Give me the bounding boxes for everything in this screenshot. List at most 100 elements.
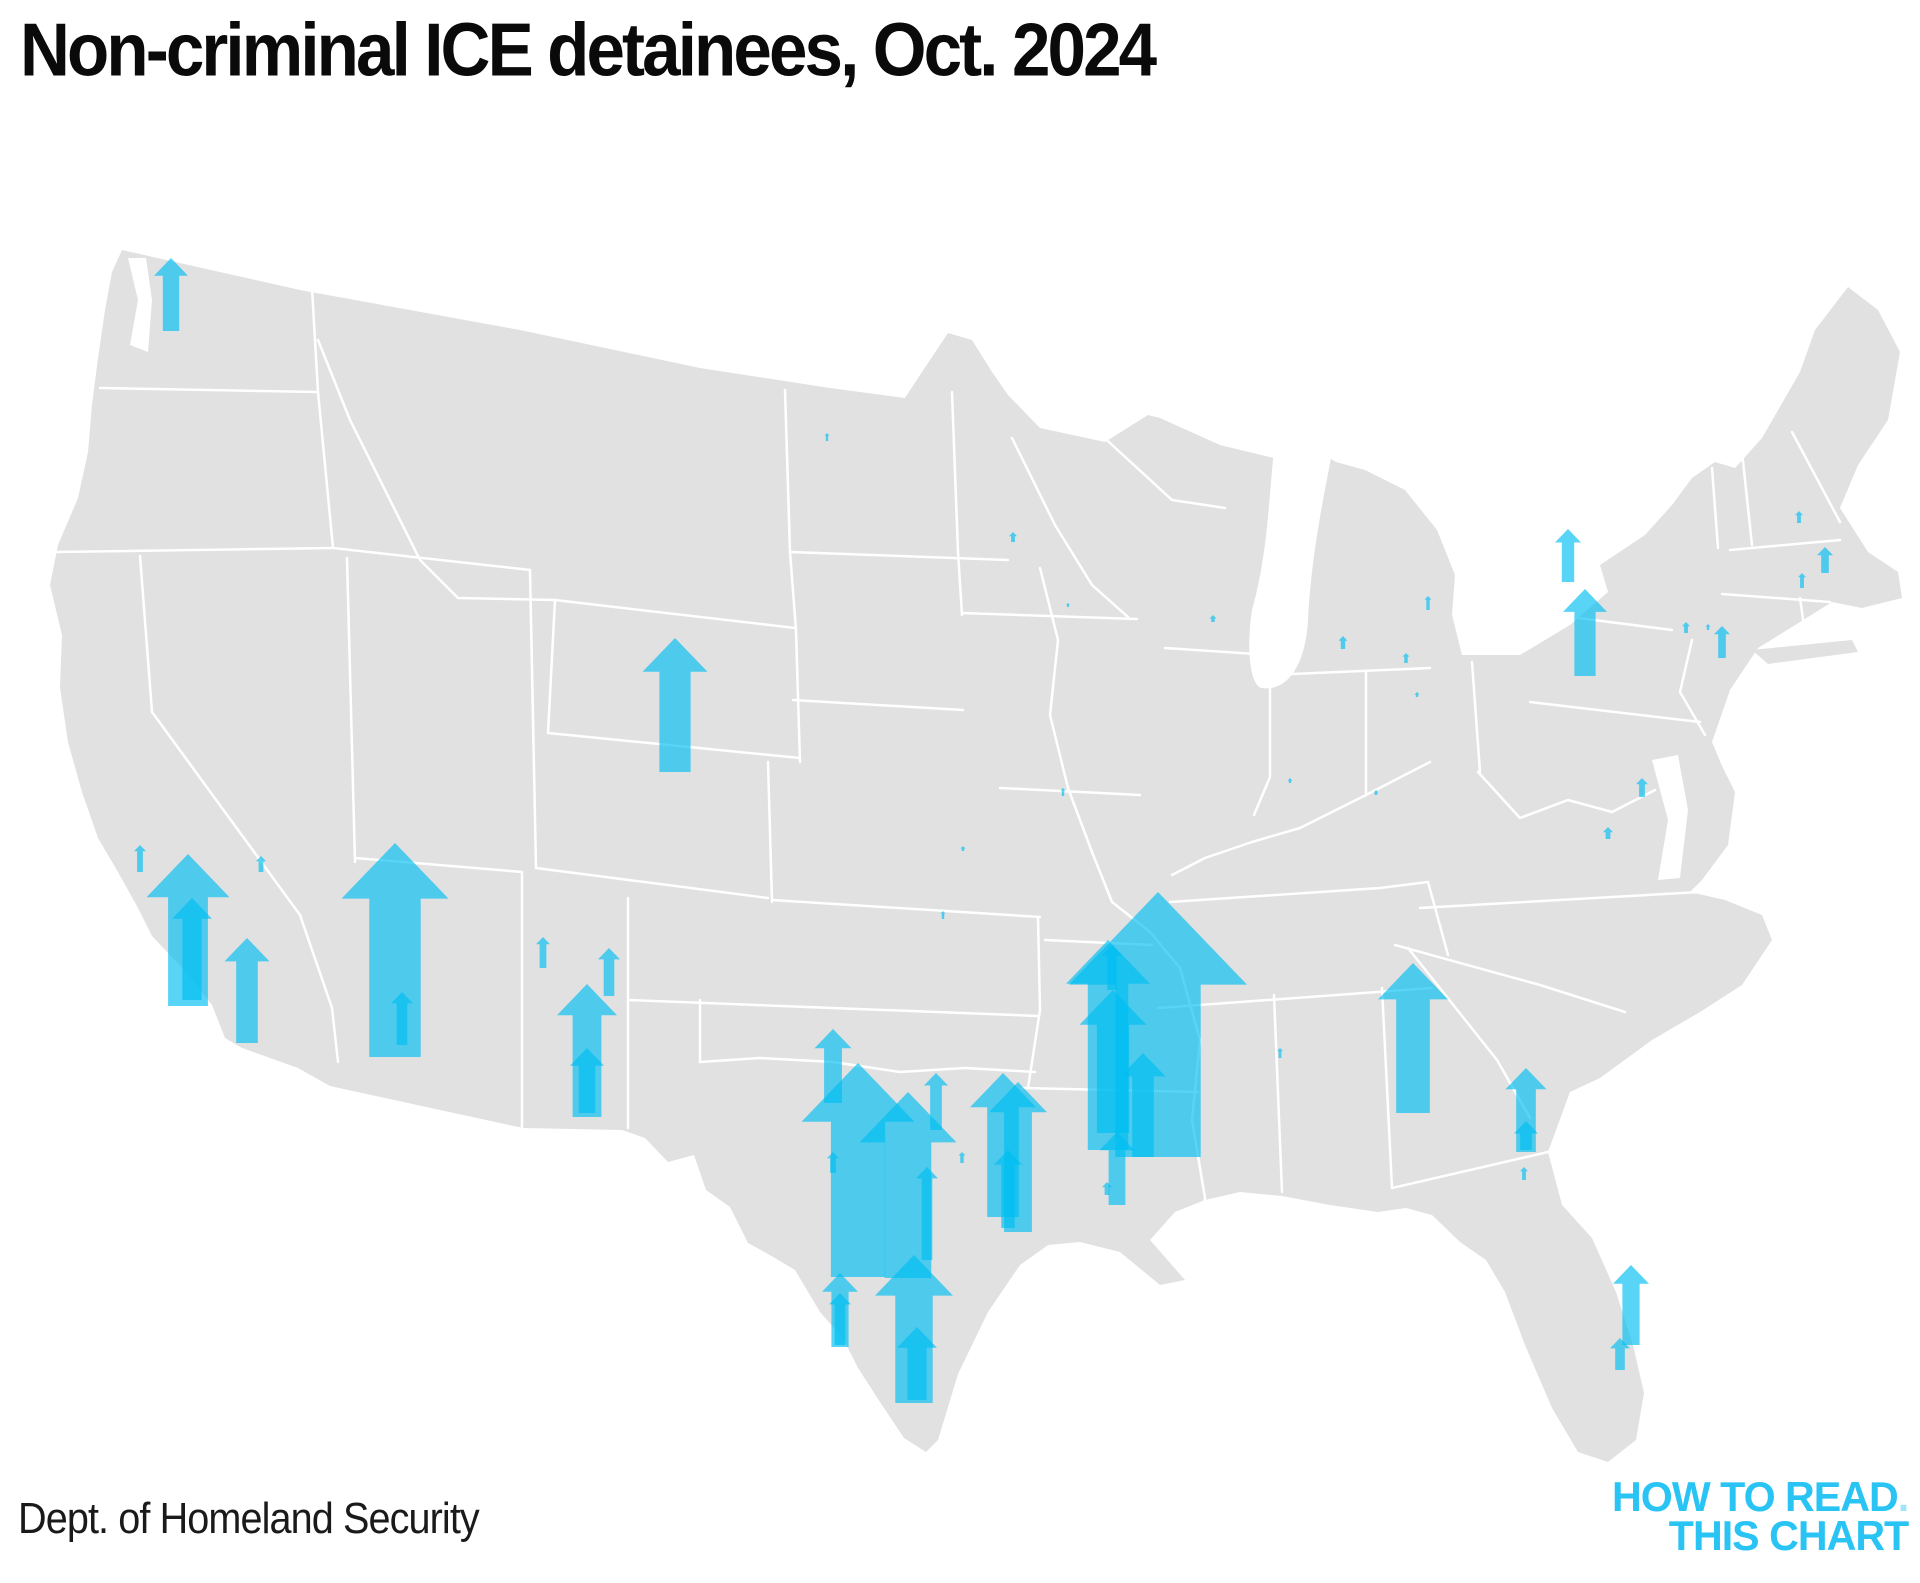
detainee-arrows-layer (134, 258, 1833, 1403)
state-border-line (1272, 993, 1284, 1194)
detainee-arrow (224, 938, 270, 1043)
state-border-line (1096, 430, 1227, 510)
detainee-arrow (1563, 589, 1607, 676)
detainee-arrow (1705, 624, 1711, 630)
detainee-arrow (1079, 990, 1147, 1133)
detainee-arrow (570, 1048, 604, 1113)
state-border-line (1426, 880, 1450, 957)
state-border-line (1380, 986, 1394, 1190)
state-border-line (950, 390, 964, 617)
state-border-line (1728, 538, 1842, 552)
detainee-arrow (970, 1073, 1036, 1217)
detainee-arrow (1636, 778, 1648, 797)
detainee-arrow (1424, 596, 1432, 610)
detainee-arrow (1817, 547, 1833, 573)
detainee-arrow (814, 1029, 852, 1103)
detainee-arrow (1505, 1068, 1547, 1152)
detainee-arrow (989, 1082, 1047, 1232)
detainee-arrow (940, 911, 946, 919)
chesapeake-bay (1652, 755, 1688, 880)
state-border-line (766, 760, 774, 904)
detainee-arrow (1514, 1121, 1538, 1150)
long-island-shape (1752, 640, 1858, 664)
state-border-line (1470, 660, 1482, 774)
state-border-line (1252, 673, 1272, 817)
state-border-line (770, 898, 1042, 919)
detainee-arrow (994, 1150, 1022, 1228)
state-border-line (1528, 700, 1702, 724)
state-border-line (960, 611, 1139, 621)
detainee-arrow (875, 1255, 953, 1403)
lake-michigan (1249, 402, 1337, 689)
logo-line-2: THIS CHART (1668, 1511, 1909, 1559)
state-border-line (310, 286, 320, 394)
detainee-arrow (172, 898, 212, 1000)
us-land-shape (50, 250, 1902, 1462)
state-border-line (626, 998, 1040, 1018)
detainee-arrow (536, 937, 550, 968)
detainee-arrow (958, 1152, 966, 1163)
logo-period: . (1897, 1473, 1909, 1520)
detainee-arrow (598, 948, 620, 996)
detainee-arrow (1277, 1048, 1283, 1058)
state-border-line (534, 866, 770, 900)
detainee-arrow (897, 1327, 937, 1400)
state-border-line (1476, 770, 1657, 820)
state-border-line (1798, 596, 1808, 642)
detainee-arrow (827, 1152, 839, 1173)
state-border-line (138, 554, 340, 1064)
state-border-line (998, 786, 1142, 797)
detainee-arrow (859, 1092, 957, 1278)
detainee-arrow (1613, 1265, 1649, 1345)
source-attribution: Dept. of Homeland Security (18, 1494, 480, 1543)
detainee-arrow (1338, 636, 1348, 649)
detainee-arrow (1209, 615, 1217, 622)
state-border-line (546, 598, 557, 735)
detainee-arrow (1610, 1338, 1630, 1370)
state-border-line (53, 546, 335, 554)
state-border-line (1163, 646, 1258, 656)
state-border-line (1268, 666, 1432, 677)
detainee-arrow (1066, 603, 1070, 607)
detainee-arrow (1520, 1167, 1528, 1180)
state-border-line (331, 546, 532, 572)
detainee-arrow (1102, 945, 1122, 990)
detainee-arrow (1102, 1182, 1112, 1195)
page-title: Non-criminal ICE detainees, Oct. 2024 (20, 9, 1157, 93)
puget-sound (128, 258, 152, 352)
state-border-line (553, 598, 797, 630)
detainee-arrow (1682, 622, 1690, 633)
detainee-arrow (916, 1167, 938, 1260)
state-border-line (788, 550, 1010, 562)
detainee-arrow (391, 992, 413, 1045)
state-border-line (1710, 466, 1720, 550)
detainee-arrow (341, 843, 449, 1057)
state-border-line (528, 568, 538, 870)
detainee-arrow (1414, 692, 1420, 697)
detainee-arrow (829, 1293, 851, 1345)
detainee-arrow (1714, 626, 1730, 658)
state-border-line (316, 390, 335, 550)
detainee-arrow (1009, 532, 1017, 542)
state-border-line (345, 556, 357, 864)
detainee-arrow (1555, 529, 1581, 582)
state-border-line (791, 698, 965, 712)
state-border-line (98, 386, 320, 394)
state-border-line (1390, 1150, 1550, 1190)
detainee-arrow (1120, 1053, 1166, 1157)
detainee-arrow (1060, 788, 1066, 796)
state-border-line (783, 388, 802, 764)
detainee-arrow (1798, 573, 1806, 588)
detainee-arrow (960, 846, 966, 851)
detainee-arrow (924, 1073, 948, 1130)
detainee-arrow (1795, 511, 1803, 523)
detainee-arrow (1099, 1132, 1135, 1205)
detainee-arrow (1287, 778, 1293, 783)
detainee-arrow (256, 856, 266, 872)
state-border-line (1418, 890, 1702, 910)
detainee-arrow (824, 433, 830, 441)
how-to-read-this-chart-logo: HOW TO READ. THIS CHART (1612, 1476, 1909, 1559)
